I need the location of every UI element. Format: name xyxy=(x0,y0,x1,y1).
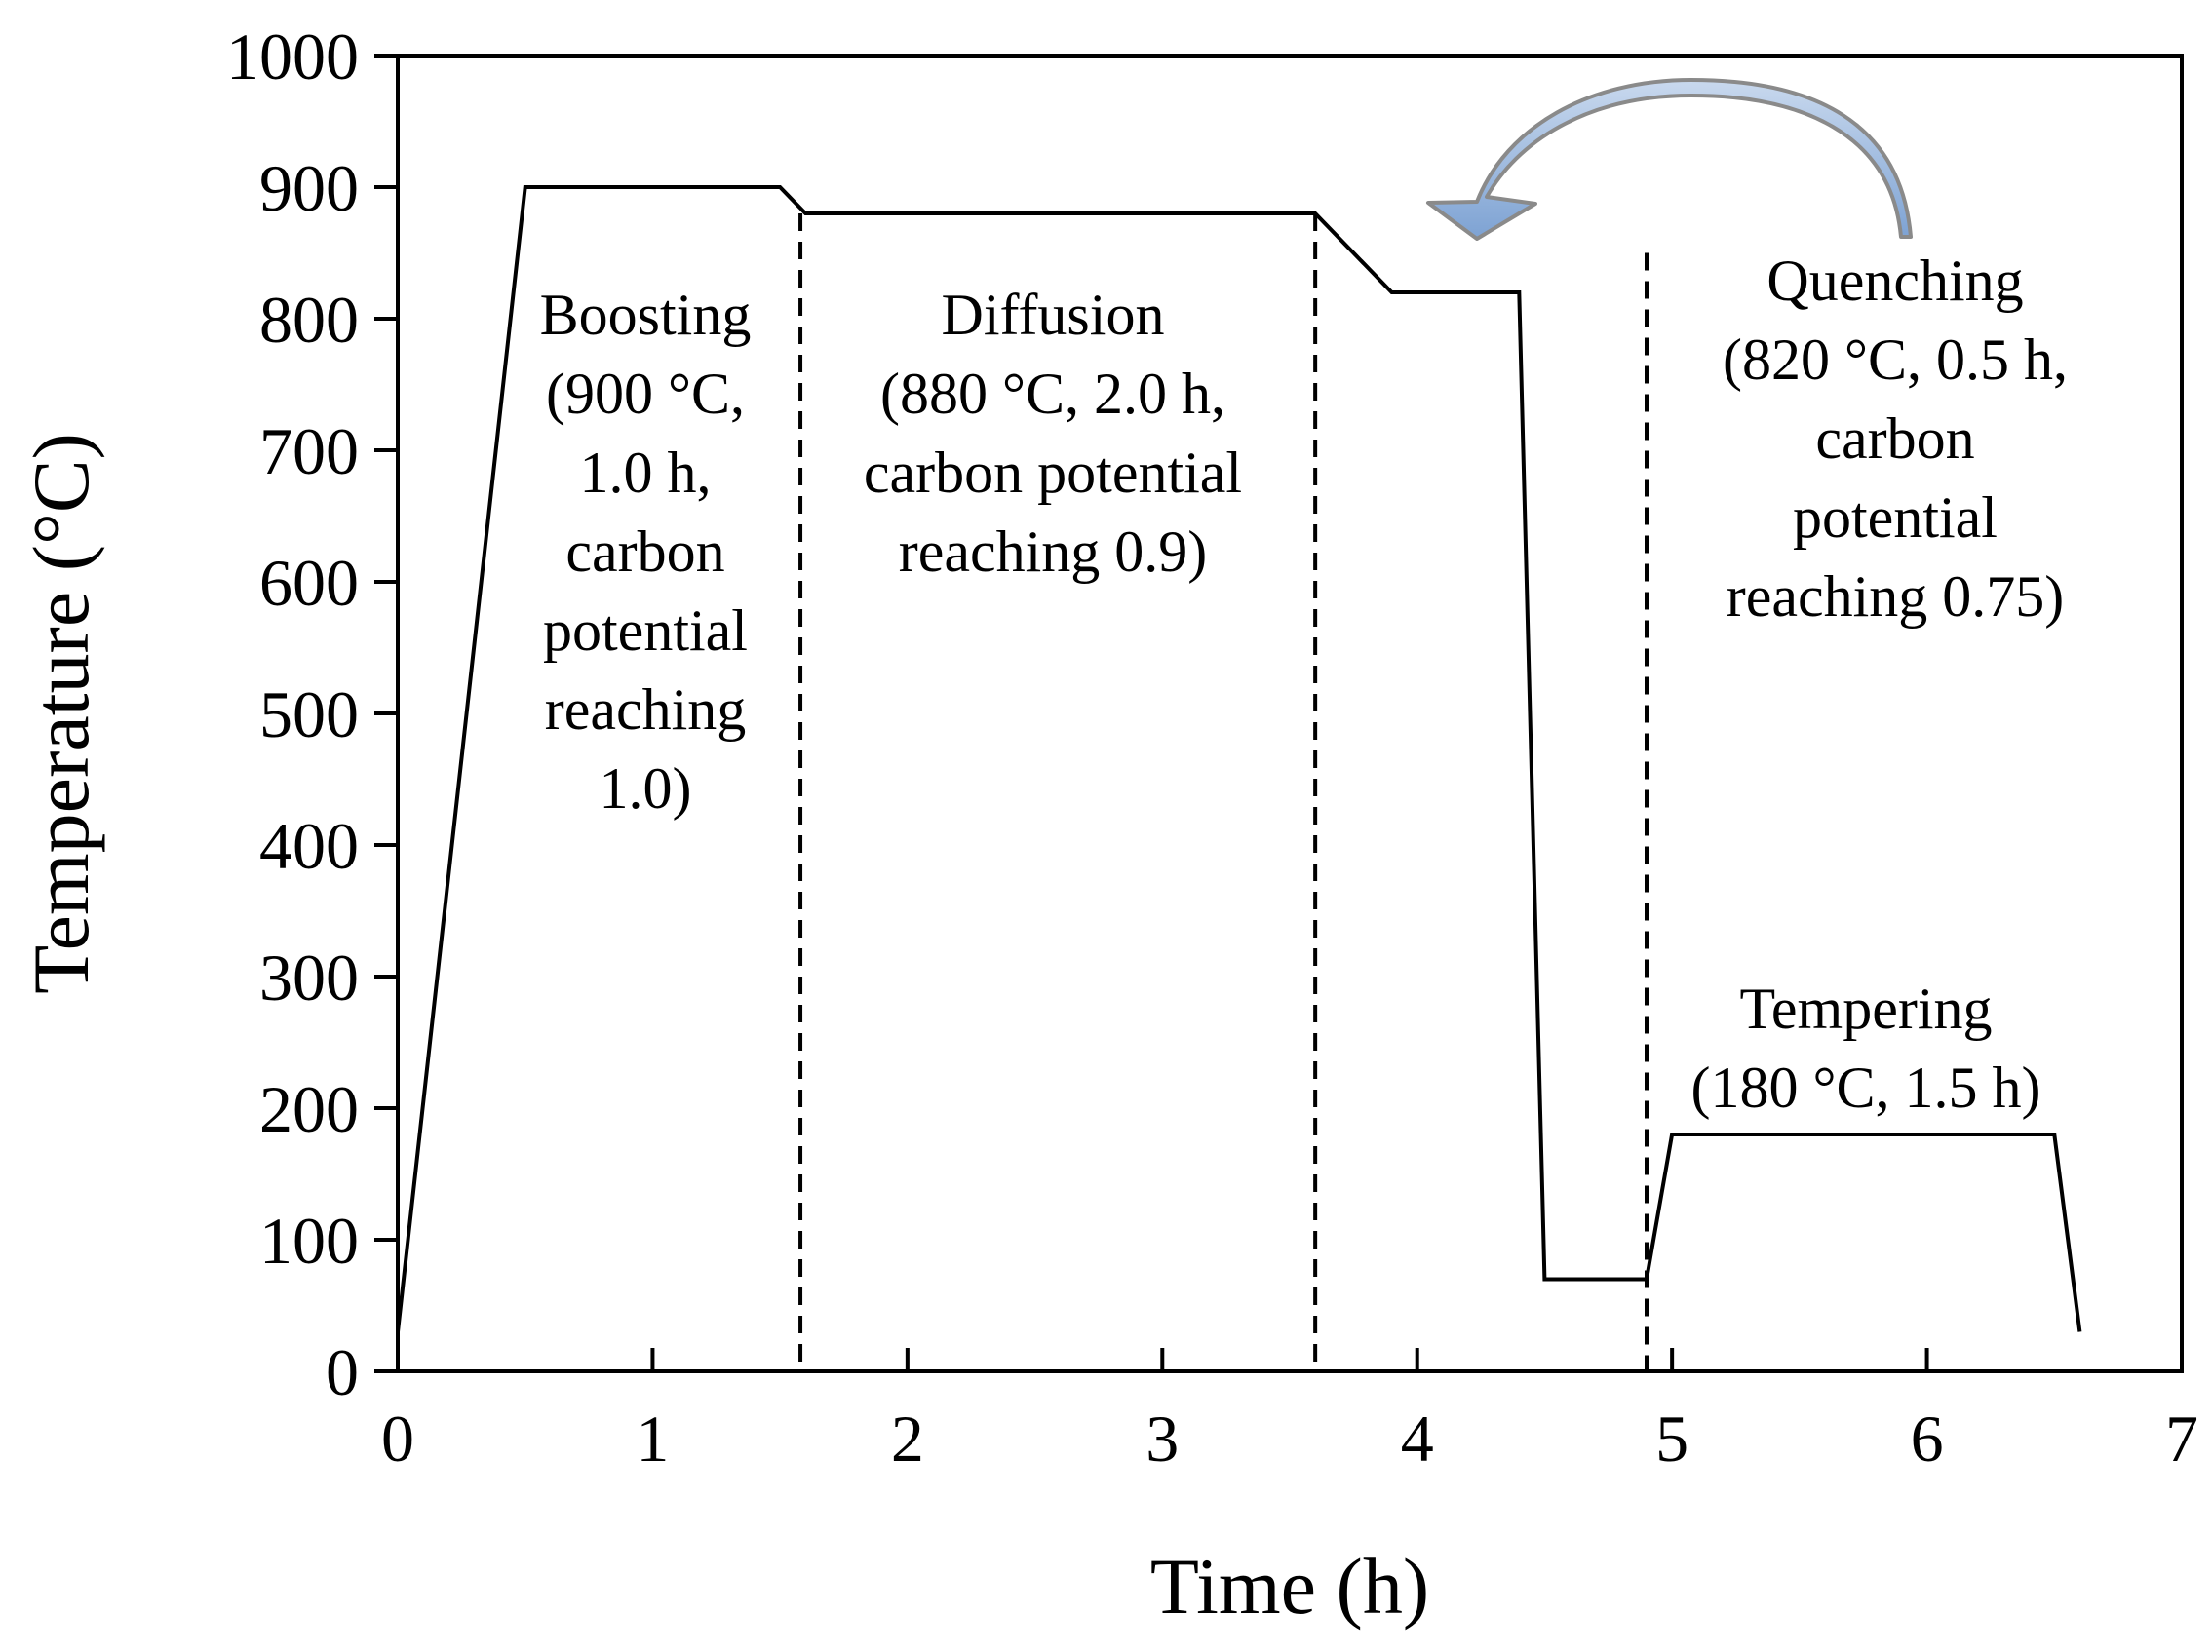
quenching-annotation-line: reaching 0.75) xyxy=(1727,564,2065,629)
diffusion-annotation-line: reaching 0.9) xyxy=(899,519,1208,584)
x-tick-label: 4 xyxy=(1401,1402,1434,1476)
boosting-annotation-line: Boosting xyxy=(540,283,752,347)
series-line-heat-treatment-profile xyxy=(396,185,2082,1332)
y-tick-label: 200 xyxy=(259,1072,359,1146)
diffusion-annotation-line: carbon potential xyxy=(864,441,1242,505)
boosting-annotation-line: reaching xyxy=(545,677,747,742)
y-tick-label: 900 xyxy=(259,151,359,225)
curved-arrow-icon xyxy=(1426,78,1913,241)
x-tick-label: 0 xyxy=(381,1402,414,1476)
diffusion-annotation-line: (880 °C, 2.0 h, xyxy=(880,362,1225,426)
x-tick-label: 7 xyxy=(2165,1402,2198,1476)
x-tick-label: 6 xyxy=(1911,1402,1944,1476)
boosting-annotation-line: 1.0) xyxy=(600,756,692,821)
y-tick-label: 300 xyxy=(259,941,359,1015)
y-tick-label: 100 xyxy=(259,1204,359,1278)
x-tick-label: 1 xyxy=(636,1402,669,1476)
x-tick-label: 3 xyxy=(1145,1402,1179,1476)
x-tick-label: 2 xyxy=(891,1402,924,1476)
boosting-annotation-line: (900 °C, xyxy=(546,362,745,426)
quenching-annotation-line: potential xyxy=(1793,485,1998,550)
y-tick-label: 400 xyxy=(259,809,359,883)
quenching-annotation-line: (820 °C, 0.5 h, xyxy=(1723,327,2068,392)
y-tick-label: 600 xyxy=(259,546,359,620)
x-axis-title: Time (h) xyxy=(1150,1542,1429,1631)
x-tick-label: 5 xyxy=(1655,1402,1688,1476)
y-tick-label: 800 xyxy=(259,283,359,357)
boosting-annotation-line: potential xyxy=(543,598,748,663)
y-axis-title: Temperature (°C) xyxy=(17,433,105,994)
boosting-annotation-line: carbon xyxy=(565,519,724,584)
tempering-annotation-line: (180 °C, 1.5 h) xyxy=(1691,1056,2041,1120)
y-tick-label: 1000 xyxy=(226,19,359,94)
y-tick-label: 0 xyxy=(326,1335,359,1409)
boosting-annotation-line: 1.0 h, xyxy=(580,441,712,505)
y-tick-label: 700 xyxy=(259,414,359,488)
tempering-annotation-line: Tempering xyxy=(1739,977,1992,1041)
quenching-annotation-line: carbon xyxy=(1815,406,1974,471)
y-tick-label: 500 xyxy=(259,677,359,751)
diffusion-annotation-line: Diffusion xyxy=(942,283,1165,347)
quenching-annotation-line: Quenching xyxy=(1766,249,2023,313)
